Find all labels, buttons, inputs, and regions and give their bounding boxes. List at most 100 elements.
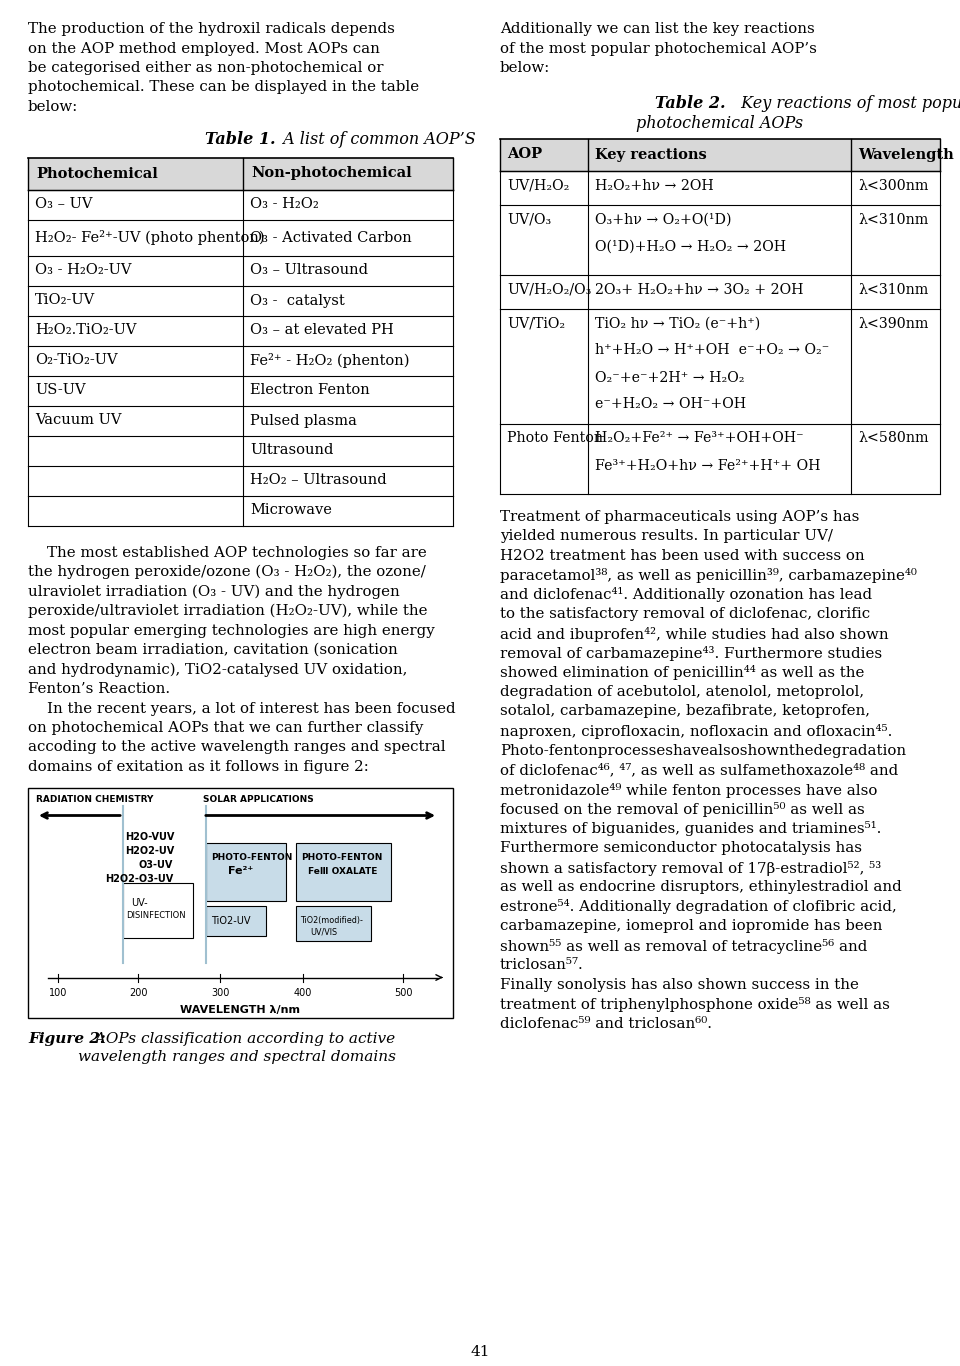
- Text: The production of the hydroxil radicals depends: The production of the hydroxil radicals …: [28, 22, 395, 36]
- Text: 100: 100: [49, 988, 67, 997]
- Text: Finally sonolysis has also shown success in the: Finally sonolysis has also shown success…: [500, 978, 859, 992]
- Bar: [206, 906, 266, 936]
- Text: O₃ - H₂O₂-UV: O₃ - H₂O₂-UV: [35, 264, 132, 277]
- Text: Photochemical: Photochemical: [36, 167, 157, 180]
- Text: The most established AOP technologies so far are: The most established AOP technologies so…: [28, 545, 427, 560]
- Text: Fenton’s Reaction.: Fenton’s Reaction.: [28, 682, 170, 697]
- Text: shown⁵⁵ as well as removal of tetracycline⁵⁶ and: shown⁵⁵ as well as removal of tetracycli…: [500, 938, 868, 953]
- Text: UV/O₃: UV/O₃: [507, 213, 551, 227]
- Bar: [500, 138, 940, 171]
- Text: UV/H₂O₂/O₃: UV/H₂O₂/O₃: [507, 283, 591, 296]
- Bar: [296, 843, 391, 900]
- Text: most popular emerging technologies are high energy: most popular emerging technologies are h…: [28, 623, 435, 638]
- Text: UV/H₂O₂: UV/H₂O₂: [507, 179, 569, 193]
- Text: degradation of acebutolol, atenolol, metoprolol,: degradation of acebutolol, atenolol, met…: [500, 684, 864, 699]
- Text: as well as endocrine disruptors, ethinylestradiol and: as well as endocrine disruptors, ethinyl…: [500, 880, 901, 893]
- Bar: [296, 906, 371, 941]
- Text: H2O-VUV: H2O-VUV: [125, 832, 175, 841]
- Text: DISINFECTION: DISINFECTION: [126, 911, 185, 919]
- Text: O₂⁻+e⁻+2H⁺ → H₂O₂: O₂⁻+e⁻+2H⁺ → H₂O₂: [595, 370, 745, 384]
- Text: 300: 300: [211, 988, 229, 997]
- Text: Vacuum UV: Vacuum UV: [35, 414, 122, 428]
- Text: domains of exitation as it follows in figure 2:: domains of exitation as it follows in fi…: [28, 759, 369, 775]
- Text: RADIATION CHEMISTRY: RADIATION CHEMISTRY: [36, 795, 154, 805]
- Bar: [123, 882, 193, 937]
- Text: wavelength ranges and spectral domains: wavelength ranges and spectral domains: [78, 1049, 396, 1064]
- Text: Table 2.: Table 2.: [655, 94, 726, 112]
- Text: PHOTO-FENTON: PHOTO-FENTON: [301, 852, 382, 862]
- Bar: [206, 843, 286, 900]
- Text: 500: 500: [394, 988, 412, 997]
- Text: UV-: UV-: [131, 897, 148, 907]
- Text: diclofenac⁵⁹ and triclosan⁶⁰.: diclofenac⁵⁹ and triclosan⁶⁰.: [500, 1016, 712, 1030]
- Text: be categorised either as non-photochemical or: be categorised either as non-photochemic…: [28, 61, 383, 75]
- Text: treatment of triphenylphosphone oxide⁵⁸ as well as: treatment of triphenylphosphone oxide⁵⁸ …: [500, 997, 890, 1012]
- Text: PHOTO-FENTON: PHOTO-FENTON: [211, 852, 293, 862]
- Text: λ<310nm: λ<310nm: [858, 213, 928, 227]
- Text: below:: below:: [500, 61, 550, 75]
- Text: SOLAR APPLICATIONS: SOLAR APPLICATIONS: [203, 795, 314, 805]
- Text: O₃ - Activated Carbon: O₃ - Activated Carbon: [250, 231, 412, 245]
- Text: on photochemical AOPs that we can further classify: on photochemical AOPs that we can furthe…: [28, 721, 423, 735]
- Text: H2O2-O3-UV: H2O2-O3-UV: [105, 873, 173, 884]
- Text: 200: 200: [129, 988, 147, 997]
- Text: yielded numerous results. In particular UV/: yielded numerous results. In particular …: [500, 529, 833, 544]
- Bar: [28, 788, 453, 1018]
- Text: electron beam irradiation, cavitation (sonication: electron beam irradiation, cavitation (s…: [28, 643, 397, 657]
- Text: paracetamol³⁸, as well as penicillin³⁹, carbamazepine⁴⁰: paracetamol³⁸, as well as penicillin³⁹, …: [500, 568, 917, 583]
- Text: In the recent years, a lot of interest has been focused: In the recent years, a lot of interest h…: [28, 702, 456, 716]
- Text: and diclofenac⁴¹. Additionally ozonation has lead: and diclofenac⁴¹. Additionally ozonation…: [500, 587, 872, 602]
- Text: ulraviolet irradiation (O₃ - UV) and the hydrogen: ulraviolet irradiation (O₃ - UV) and the…: [28, 585, 399, 598]
- Text: A list of common AOP’S: A list of common AOP’S: [278, 131, 476, 149]
- Text: O₃+hν → O₂+O(¹D): O₃+hν → O₂+O(¹D): [595, 213, 732, 227]
- Text: metronidazole⁴⁹ while fenton processes have also: metronidazole⁴⁹ while fenton processes h…: [500, 783, 877, 798]
- Text: O₃ – Ultrasound: O₃ – Ultrasound: [250, 264, 368, 277]
- Text: TiO2(modified)-: TiO2(modified)-: [300, 915, 363, 925]
- Text: AOP: AOP: [507, 148, 542, 161]
- Text: Key reactions of most popular: Key reactions of most popular: [736, 94, 960, 112]
- Text: Key reactions: Key reactions: [595, 148, 707, 161]
- Text: of diclofenac⁴⁶, ⁴⁷, as well as sulfamethoxazole⁴⁸ and: of diclofenac⁴⁶, ⁴⁷, as well as sulfamet…: [500, 764, 899, 777]
- Text: Photo-fentonprocesseshavealsoshownthedegradation: Photo-fentonprocesseshavealsoshownthedeg…: [500, 743, 906, 758]
- Text: UV/TiO₂: UV/TiO₂: [507, 317, 565, 331]
- Text: photochemical. These can be displayed in the table: photochemical. These can be displayed in…: [28, 81, 420, 94]
- Text: acid and ibuprofen⁴², while studies had also shown: acid and ibuprofen⁴², while studies had …: [500, 627, 889, 642]
- Text: Treatment of pharmaceuticals using AOP’s has: Treatment of pharmaceuticals using AOP’s…: [500, 510, 859, 523]
- Text: below:: below:: [28, 100, 79, 113]
- Text: shown a satisfactory removal of 17β-estradiol⁵², ⁵³: shown a satisfactory removal of 17β-estr…: [500, 861, 881, 876]
- Text: peroxide/ultraviolet irradiation (H₂O₂-UV), while the: peroxide/ultraviolet irradiation (H₂O₂-U…: [28, 604, 427, 619]
- Text: TiO2-UV: TiO2-UV: [211, 915, 251, 926]
- Text: TiO₂-UV: TiO₂-UV: [35, 294, 95, 307]
- Text: H₂O₂- Fe²⁺-UV (photo phenton): H₂O₂- Fe²⁺-UV (photo phenton): [35, 229, 265, 245]
- Text: H₂O₂ – Ultrasound: H₂O₂ – Ultrasound: [250, 474, 387, 488]
- Text: and hydrodynamic), TiO2-catalysed UV oxidation,: and hydrodynamic), TiO2-catalysed UV oxi…: [28, 663, 407, 678]
- Text: H₂O₂.TiO₂-UV: H₂O₂.TiO₂-UV: [35, 324, 136, 337]
- Text: O₃ -  catalyst: O₃ - catalyst: [250, 294, 345, 307]
- Text: Fe²⁺: Fe²⁺: [228, 866, 253, 877]
- Text: H2O2 treatment has been used with success on: H2O2 treatment has been used with succes…: [500, 549, 865, 563]
- Text: 2O₃+ H₂O₂+hν → 3O₂ + 2OH: 2O₃+ H₂O₂+hν → 3O₂ + 2OH: [595, 283, 804, 296]
- Text: accoding to the active wavelength ranges and spectral: accoding to the active wavelength ranges…: [28, 740, 445, 754]
- Text: TiO₂ hν → TiO₂ (e⁻+h⁺): TiO₂ hν → TiO₂ (e⁻+h⁺): [595, 317, 760, 331]
- Text: the hydrogen peroxide/ozone (O₃ - H₂O₂), the ozone/: the hydrogen peroxide/ozone (O₃ - H₂O₂),…: [28, 566, 425, 579]
- Bar: [28, 157, 453, 190]
- Text: λ<580nm: λ<580nm: [858, 432, 928, 445]
- Text: Figure 2:: Figure 2:: [28, 1031, 106, 1045]
- Text: 41: 41: [470, 1346, 490, 1359]
- Text: photochemical AOPs: photochemical AOPs: [636, 115, 804, 131]
- Text: e⁻+H₂O₂ → OH⁻+OH: e⁻+H₂O₂ → OH⁻+OH: [595, 398, 746, 411]
- Text: Wavelength: Wavelength: [858, 148, 953, 161]
- Text: estrone⁵⁴. Additionally degradation of clofibric acid,: estrone⁵⁴. Additionally degradation of c…: [500, 899, 897, 914]
- Text: on the AOP method employed. Most AOPs can: on the AOP method employed. Most AOPs ca…: [28, 41, 380, 56]
- Text: H₂O₂+Fe²⁺ → Fe³⁺+OH+OH⁻: H₂O₂+Fe²⁺ → Fe³⁺+OH+OH⁻: [595, 432, 804, 445]
- Text: Pulsed plasma: Pulsed plasma: [250, 414, 357, 428]
- Text: O₂-TiO₂-UV: O₂-TiO₂-UV: [35, 354, 118, 367]
- Text: Electron Fenton: Electron Fenton: [250, 384, 370, 398]
- Text: 400: 400: [294, 988, 312, 997]
- Text: carbamazepine, iomeprol and iopromide has been: carbamazepine, iomeprol and iopromide ha…: [500, 919, 882, 933]
- Text: triclosan⁵⁷.: triclosan⁵⁷.: [500, 958, 584, 973]
- Text: UV/VIS: UV/VIS: [310, 928, 337, 937]
- Text: WAVELENGTH λ/nm: WAVELENGTH λ/nm: [180, 1005, 300, 1015]
- Text: O₃ – UV: O₃ – UV: [35, 198, 92, 212]
- Text: O₃ – at elevated PH: O₃ – at elevated PH: [250, 324, 394, 337]
